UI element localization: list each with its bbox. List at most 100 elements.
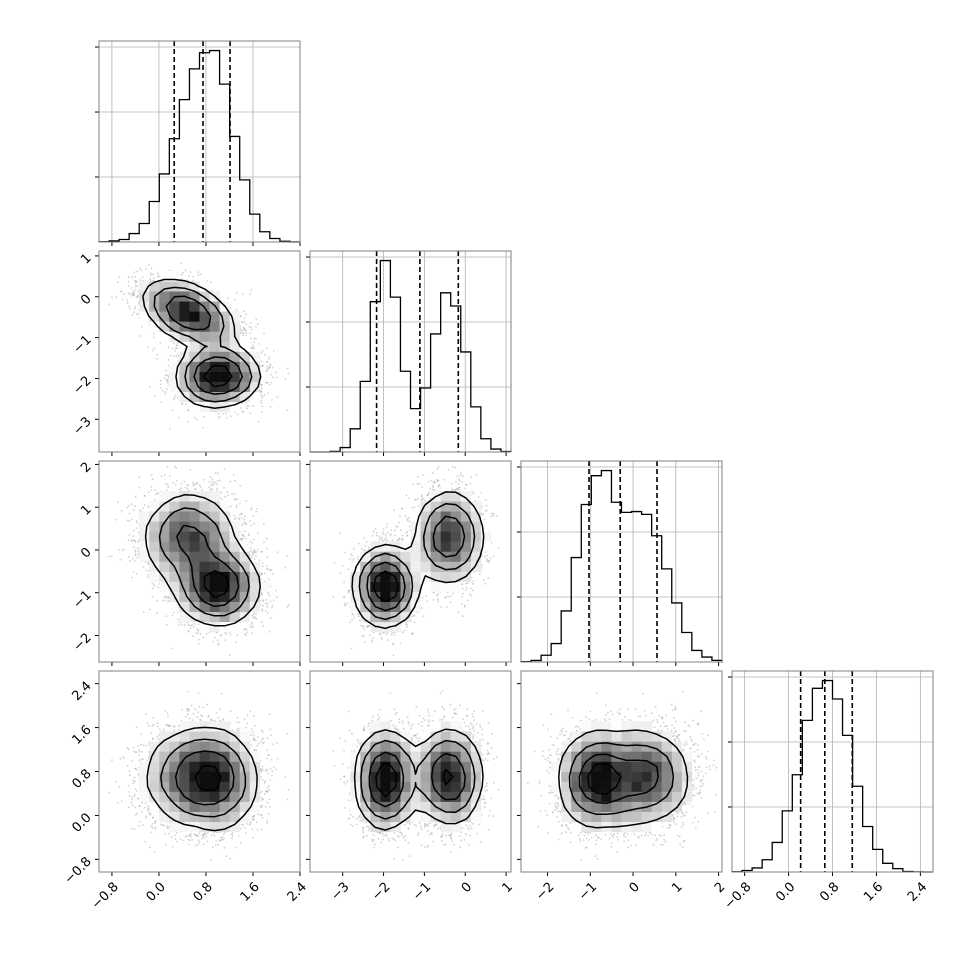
density-cell — [561, 791, 572, 802]
density-cell — [430, 551, 441, 562]
contour-level-0 — [142, 278, 262, 410]
scatter-point — [415, 737, 418, 739]
scatter-point — [656, 838, 659, 840]
scatter-point — [134, 495, 137, 498]
density-cell — [209, 401, 220, 413]
scatter-point — [268, 713, 271, 716]
density-cell — [460, 741, 472, 752]
scatter-point — [432, 840, 434, 843]
density-cell — [149, 781, 160, 792]
scatter-point — [374, 528, 377, 531]
scatter-point — [664, 840, 667, 843]
density-cell — [159, 571, 170, 582]
density-cell — [159, 271, 170, 282]
density-cell — [380, 551, 391, 562]
density-cell — [219, 761, 230, 772]
density-cell — [169, 781, 180, 792]
scatter-point — [261, 383, 263, 386]
scatter-point — [363, 728, 365, 730]
scatter-point — [173, 398, 176, 401]
scatter-point — [168, 427, 171, 430]
density-cell — [380, 581, 391, 592]
scatter-point — [231, 837, 233, 840]
density-cell — [179, 301, 190, 312]
scatter-point — [489, 809, 491, 812]
scatter-point — [371, 640, 374, 643]
scatter-point — [151, 738, 154, 740]
density-cell — [179, 821, 190, 833]
scatter-point — [160, 401, 163, 403]
scatter-point — [441, 833, 444, 835]
scatter-point — [453, 489, 456, 491]
scatter-point — [483, 795, 485, 798]
scatter-point — [470, 587, 472, 590]
scatter-point — [406, 821, 408, 824]
scatter-point — [130, 503, 133, 506]
scatter-point — [432, 591, 435, 594]
scatter-point — [379, 832, 382, 835]
scatter-point — [433, 489, 436, 491]
scatter-point — [235, 504, 238, 507]
scatter-point — [266, 801, 269, 804]
scatter-point — [287, 604, 290, 607]
scatter-point — [397, 836, 400, 839]
density-cell — [581, 731, 592, 742]
scatter-point — [266, 605, 268, 608]
scatter-point — [565, 824, 567, 826]
density-cell — [460, 791, 472, 802]
scatter-point — [268, 806, 271, 808]
scatter-point — [154, 822, 156, 824]
scatter-point — [610, 842, 613, 844]
scatter-point — [470, 827, 473, 830]
scatter-point — [184, 486, 187, 489]
scatter-point — [186, 484, 189, 486]
density-cell — [651, 801, 662, 812]
scatter-point — [259, 390, 262, 392]
scatter-point — [404, 515, 407, 518]
scatter-point — [118, 549, 121, 551]
scatter-point — [261, 609, 264, 612]
scatter-point — [456, 488, 459, 491]
scatter-point — [439, 719, 441, 721]
scatter-point — [397, 834, 399, 837]
x-tick-label: 2 — [712, 880, 728, 896]
scatter-point — [260, 572, 263, 575]
scatter-point — [682, 812, 684, 815]
scatter-point — [260, 578, 262, 580]
density-cell — [470, 781, 482, 792]
scatter-point — [260, 384, 263, 387]
scatter-point — [339, 571, 342, 574]
scatter-point — [173, 396, 175, 399]
scatter-point — [268, 630, 271, 633]
scatter-point — [185, 403, 187, 406]
scatter-point — [484, 582, 487, 585]
density-cell — [219, 791, 230, 802]
scatter-point — [261, 765, 264, 768]
scatter-point — [492, 512, 495, 515]
contour-level-1 — [160, 738, 247, 818]
scatter-point — [694, 742, 697, 745]
density-cell — [591, 791, 602, 802]
scatter-point — [346, 602, 349, 605]
scatter-point — [557, 820, 560, 823]
density-cell — [430, 721, 441, 732]
density-cell — [199, 361, 210, 372]
panel-frame — [309, 250, 512, 453]
scatter-point — [481, 564, 483, 566]
scatter-point — [527, 782, 529, 785]
scatter-point — [244, 827, 247, 829]
scatter-point — [434, 823, 437, 826]
scatter-point — [253, 549, 256, 552]
scatter-point — [663, 725, 666, 728]
scatter-point — [265, 768, 268, 771]
density-cell — [440, 561, 451, 572]
scatter-point — [150, 732, 153, 734]
scatter-point — [252, 617, 255, 619]
y-tick-label: −1 — [70, 333, 94, 357]
scatter-point — [577, 726, 580, 728]
density-cell — [480, 761, 492, 772]
density-cell — [169, 731, 180, 742]
scatter-point — [394, 725, 397, 728]
scatter-point — [250, 507, 253, 509]
scatter-point — [134, 767, 137, 770]
